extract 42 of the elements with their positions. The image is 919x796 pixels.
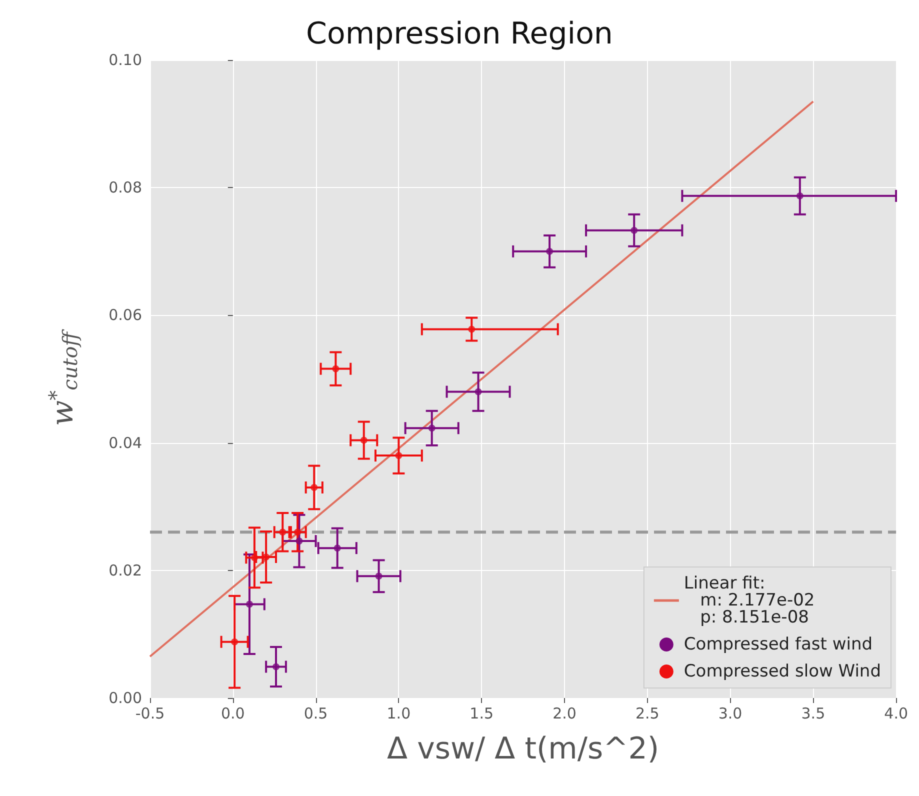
x-tick-label: 2.0 (552, 704, 576, 722)
y-tick-label: 0.06 (108, 306, 142, 324)
point (332, 365, 340, 372)
point (630, 226, 638, 234)
legend-label: Linear fit: m: 2.177e-02 p: 8.151e-08 (684, 574, 815, 628)
point (246, 600, 253, 608)
point (310, 484, 318, 491)
point (395, 452, 402, 460)
y-tick-label: 0.10 (108, 51, 142, 69)
point (796, 192, 804, 200)
point (296, 538, 303, 545)
x-tick-label: 1.5 (470, 704, 494, 722)
x-tick-label: 1.0 (386, 704, 411, 722)
point (279, 528, 286, 536)
x-tick-label: 2.5 (635, 704, 660, 722)
y-tick-label: 0.08 (108, 178, 142, 197)
point (334, 544, 341, 552)
point (474, 388, 482, 396)
point (468, 326, 476, 333)
x-tick-label: 4.0 (884, 704, 908, 722)
point (272, 663, 280, 670)
point (294, 528, 302, 536)
point (428, 424, 436, 432)
y-tick-label: 0.00 (108, 689, 142, 707)
x-tick-label: 0.5 (304, 704, 328, 722)
point (262, 554, 270, 560)
chart-title: Compression Region (306, 16, 613, 52)
x-tick-label: 0.0 (220, 704, 245, 722)
point (250, 554, 258, 562)
legend-label: Compressed fast wind (684, 634, 873, 654)
y-tick-label: 0.04 (108, 434, 142, 452)
y-tick-label: 0.02 (108, 561, 142, 580)
x-axis-title: Δ vsw/ Δ t(m/s^2) (387, 732, 660, 766)
y-axis-title: w*cutoff (44, 328, 82, 426)
point (360, 436, 368, 444)
x-tick-label: 3.0 (718, 704, 742, 722)
x-tick-label: -0.5 (135, 704, 165, 722)
point (231, 638, 238, 646)
point (546, 248, 554, 255)
legend-label: Compressed slow Wind (684, 662, 881, 682)
x-tick-label: 3.5 (801, 704, 826, 722)
point (375, 572, 382, 580)
